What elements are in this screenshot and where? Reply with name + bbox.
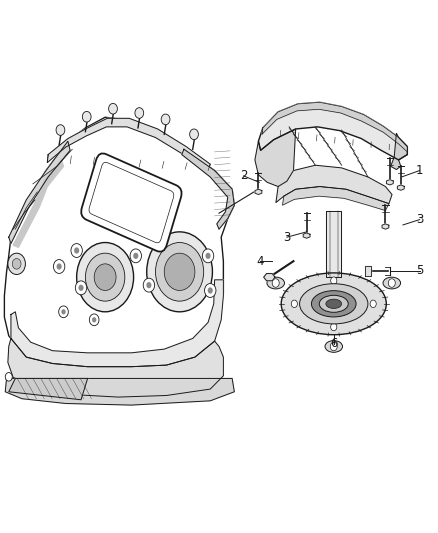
Text: 5: 5 — [416, 264, 423, 277]
Circle shape — [71, 244, 82, 257]
Ellipse shape — [325, 341, 343, 352]
Text: 3: 3 — [283, 231, 290, 244]
Polygon shape — [258, 102, 407, 160]
Circle shape — [61, 309, 66, 314]
Circle shape — [164, 253, 195, 290]
Text: 3: 3 — [416, 213, 423, 226]
Text: 4: 4 — [256, 255, 264, 268]
Polygon shape — [9, 378, 88, 400]
Circle shape — [331, 277, 337, 285]
Circle shape — [57, 263, 62, 270]
FancyBboxPatch shape — [81, 154, 182, 252]
Circle shape — [78, 285, 84, 291]
Polygon shape — [264, 273, 275, 281]
Polygon shape — [47, 118, 210, 171]
Ellipse shape — [319, 295, 348, 312]
Circle shape — [133, 253, 138, 259]
Ellipse shape — [311, 290, 356, 317]
Polygon shape — [326, 211, 342, 277]
Circle shape — [330, 342, 337, 351]
Circle shape — [5, 373, 12, 381]
Circle shape — [8, 253, 25, 274]
Circle shape — [146, 282, 152, 288]
Circle shape — [85, 253, 125, 301]
Polygon shape — [397, 185, 404, 190]
Polygon shape — [391, 133, 407, 169]
Ellipse shape — [326, 299, 342, 309]
FancyBboxPatch shape — [89, 162, 174, 243]
Circle shape — [135, 108, 144, 118]
Polygon shape — [5, 378, 234, 405]
Circle shape — [109, 103, 117, 114]
Ellipse shape — [267, 277, 284, 289]
Polygon shape — [11, 280, 223, 367]
Polygon shape — [283, 187, 389, 211]
Circle shape — [291, 300, 297, 308]
Circle shape — [205, 284, 216, 297]
Circle shape — [143, 278, 155, 292]
Polygon shape — [276, 165, 392, 204]
Circle shape — [205, 253, 211, 259]
Ellipse shape — [300, 284, 368, 324]
Polygon shape — [13, 160, 64, 247]
Circle shape — [56, 125, 65, 135]
Circle shape — [82, 111, 91, 122]
Text: 6: 6 — [330, 337, 338, 350]
Circle shape — [147, 232, 212, 312]
Polygon shape — [262, 102, 407, 152]
Polygon shape — [8, 338, 223, 397]
Circle shape — [272, 279, 279, 287]
Circle shape — [94, 264, 116, 290]
Circle shape — [53, 260, 65, 273]
Circle shape — [161, 114, 170, 125]
Circle shape — [89, 314, 99, 326]
Text: 1: 1 — [416, 164, 424, 177]
Text: 2: 2 — [240, 169, 247, 182]
Circle shape — [208, 287, 213, 294]
Ellipse shape — [383, 277, 401, 289]
Polygon shape — [365, 266, 371, 276]
Circle shape — [75, 281, 87, 295]
Polygon shape — [4, 117, 234, 368]
Circle shape — [74, 247, 79, 254]
Circle shape — [12, 259, 21, 269]
Circle shape — [190, 129, 198, 140]
Polygon shape — [9, 141, 70, 244]
Circle shape — [77, 243, 134, 312]
Polygon shape — [182, 149, 234, 229]
Circle shape — [389, 279, 396, 287]
Polygon shape — [386, 180, 393, 185]
Circle shape — [202, 249, 214, 263]
Ellipse shape — [281, 273, 386, 335]
Polygon shape — [255, 129, 296, 187]
Circle shape — [92, 317, 96, 322]
Circle shape — [370, 300, 376, 308]
Polygon shape — [382, 224, 389, 229]
Polygon shape — [255, 189, 262, 195]
Circle shape — [331, 323, 337, 330]
Circle shape — [59, 306, 68, 318]
Polygon shape — [303, 233, 310, 238]
Circle shape — [155, 243, 204, 301]
Circle shape — [130, 249, 141, 263]
